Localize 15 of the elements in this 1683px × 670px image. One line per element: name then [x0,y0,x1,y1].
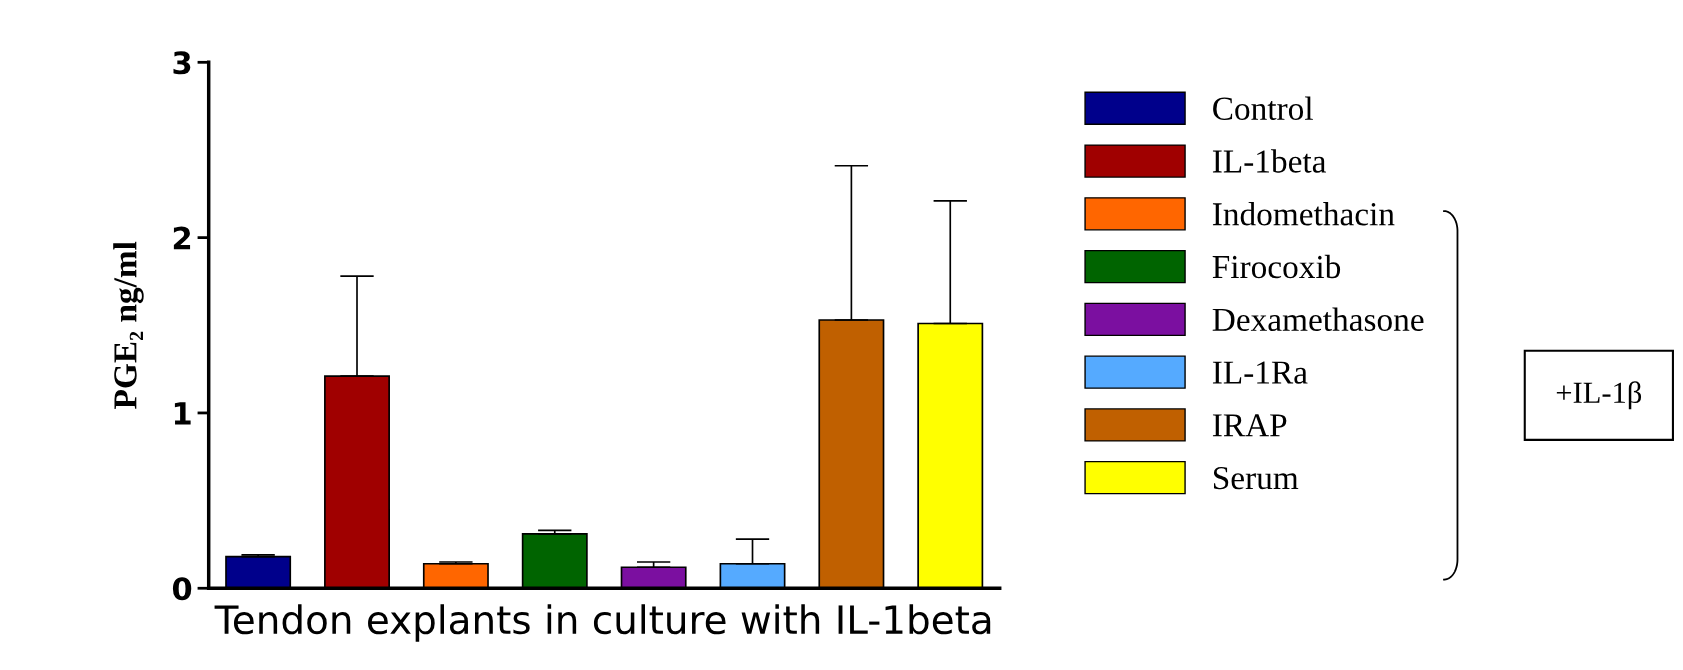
y-tick-label: 1 [174,402,191,425]
x-axis-title: Tendon explants in culture with IL-1beta [214,604,991,642]
legend-label: Dexamethasone [1212,307,1424,332]
legend-label: Control [1213,96,1313,120]
legend-label: IRAP [1212,414,1287,437]
text: +IL-1β [1556,381,1642,410]
legend-label: Indomethacin [1212,202,1395,226]
legend-label: IL-1Ra [1212,361,1308,384]
legend-label: Serum [1213,466,1299,490]
y-tick-label: 2 [173,226,191,250]
y-tick-label: 3 [173,51,191,75]
legend-label: Firocoxib [1212,254,1341,279]
legend-label: IL-1beta [1212,149,1327,173]
y-axis-title: PGE₂ ng/ml [113,241,144,409]
y-tick-label: 0 [172,577,192,601]
